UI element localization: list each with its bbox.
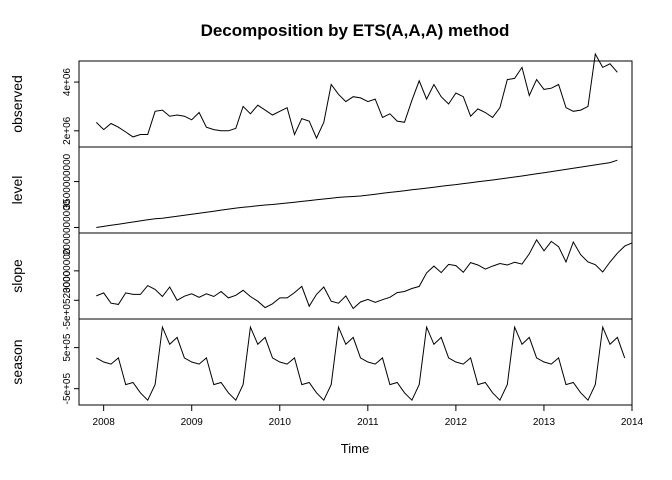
x-tick-label: 2012: [445, 417, 468, 428]
x-tick-label: 2013: [533, 417, 556, 428]
y-tick-label: 30000000: [62, 248, 73, 293]
series-line-level: [96, 159, 618, 228]
y-tick-label: -5e+05: [62, 373, 73, 405]
panel-label-level: level: [9, 176, 25, 205]
panel-observed: 2e+06 4e+06 observed: [9, 52, 633, 148]
panel-frame: [78, 146, 633, 234]
y-tick-label: 5e+05: [62, 333, 73, 362]
panel-frame: [78, 60, 633, 148]
series-line-season: [96, 325, 626, 402]
y-tick-label: 4e+06: [62, 68, 73, 97]
x-tick-label: 2010: [269, 417, 292, 428]
x-tick-label: 2009: [181, 417, 204, 428]
series-line-observed: [95, 52, 618, 140]
x-axis-label: Time: [341, 441, 369, 456]
x-axis: 2008 2009 2010 2011 2012 2013 2014: [93, 404, 644, 428]
chart-title: Decomposition by ETS(A,A,A) method: [201, 21, 510, 40]
y-tick-label: 2000000000: [62, 199, 73, 255]
y-tick-label: -5e+0520000: [62, 270, 73, 330]
x-tick-label: 2011: [357, 417, 379, 428]
x-tick-label: 2014: [621, 417, 644, 428]
x-tick-label: 2008: [93, 417, 116, 428]
series-line-slope: [96, 238, 633, 310]
panel-season: -5e+05 5e+05 season: [9, 318, 633, 406]
y-tick-label: 3500000000: [62, 153, 73, 209]
panel-label-observed: observed: [9, 75, 25, 133]
panel-label-season: season: [9, 339, 25, 384]
panel-label-slope: slope: [9, 259, 25, 293]
y-tick-label: 2e+06: [62, 116, 73, 145]
